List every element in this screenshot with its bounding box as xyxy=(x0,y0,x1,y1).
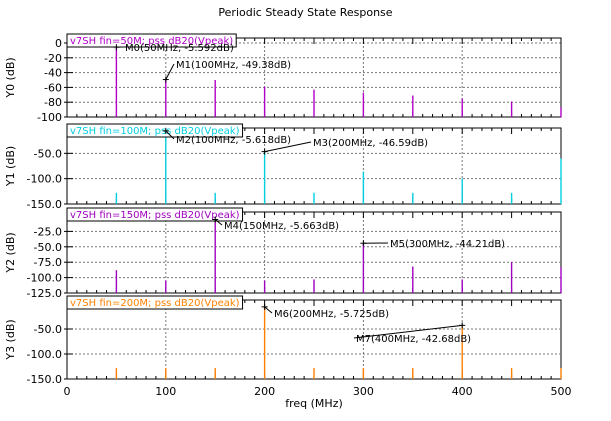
panel-frame xyxy=(66,211,562,294)
y-axis-label: Y0 (dB) xyxy=(4,57,17,98)
marker-label: M5(300MHz, -44.21dB) xyxy=(390,239,505,250)
y-tick-label: -25.0 xyxy=(34,225,62,238)
y-axis-label: Y2 (dB) xyxy=(4,232,17,273)
legend-tab xyxy=(66,123,244,138)
y-tick-label: -50.0 xyxy=(34,323,62,336)
legend-entry: v7SH fin=100M; pss dB20(Vpeak) xyxy=(70,126,240,137)
marker-leader xyxy=(214,219,223,226)
y-tick-label: -50.0 xyxy=(34,147,62,160)
y-axis-label: Y1 (dB) xyxy=(4,146,17,187)
x-tick-label: 300 xyxy=(353,385,374,398)
x-axis-label: freq (MHz) xyxy=(285,397,343,410)
marker-label: M2(100MHz, -5.618dB) xyxy=(176,135,291,146)
y-tick-label: -75.0 xyxy=(34,256,62,269)
legend-entry: v7SH fin=150M; pss dB20(Vpeak) xyxy=(70,210,240,221)
y-tick-label: -20 xyxy=(44,52,62,65)
marker-leader xyxy=(165,130,175,140)
x-tick-label: 100 xyxy=(155,385,176,398)
y-axis-label: Y3 (dB) xyxy=(4,319,17,360)
y-tick-label: -100 xyxy=(37,111,62,124)
marker-leader xyxy=(264,141,312,153)
y-tick-label: -150.0 xyxy=(27,373,62,386)
legend-tab xyxy=(66,33,237,48)
legend-entry: v7SH fin=200M; pss dB20(Vpeak) xyxy=(70,298,240,309)
legend-tab xyxy=(66,295,244,310)
y-tick-label: -50.0 xyxy=(34,241,62,254)
marker-leader xyxy=(353,324,463,339)
x-tick-label: 0 xyxy=(64,385,71,398)
marker-label: M1(100MHz, -49.38dB) xyxy=(176,60,291,71)
panel-frame xyxy=(66,127,562,205)
marker-leader xyxy=(165,63,175,80)
marker-label: M4(150MHz, -5.663dB) xyxy=(224,221,339,232)
y-tick-label: -100.0 xyxy=(27,272,62,285)
y-tick-label: -125.0 xyxy=(27,287,62,300)
x-tick-label: 200 xyxy=(254,385,275,398)
y-tick-label: -100.0 xyxy=(27,173,62,186)
legend-entry: v7SH fin=50M; pss dB20(Vpeak) xyxy=(70,36,233,47)
y-tick-label: -100.0 xyxy=(27,348,62,361)
x-tick-label: 400 xyxy=(452,385,473,398)
chart-title: Periodic Steady State Response xyxy=(218,6,393,19)
legend-tab xyxy=(66,207,244,222)
marker-label: M7(400MHz, -42.68dB) xyxy=(356,334,471,345)
y-tick-label: -60 xyxy=(44,81,62,94)
y-tick-label: -80 xyxy=(44,96,62,109)
marker-label: M6(200MHz, -5.725dB) xyxy=(274,309,389,320)
marker-leader xyxy=(264,306,273,314)
marker-label: M3(200MHz, -46.59dB) xyxy=(313,138,428,149)
y-tick-label: 0 xyxy=(55,37,62,50)
panel-frame xyxy=(66,299,562,380)
x-tick-label: 500 xyxy=(551,385,572,398)
y-tick-label: -150.0 xyxy=(27,198,62,211)
y-tick-label: -40 xyxy=(44,67,62,80)
marker-label: M0(50MHz, -5.592dB) xyxy=(125,43,234,54)
